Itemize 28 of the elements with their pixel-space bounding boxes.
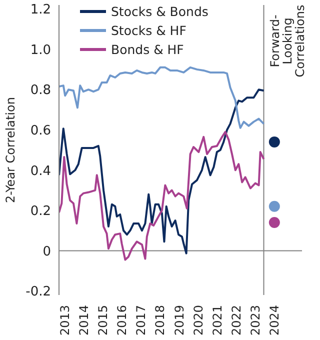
y-tick-label: 0.8 xyxy=(30,83,51,98)
y-tick-label: 0.4 xyxy=(30,164,51,179)
legend-label: Stocks & Bonds xyxy=(111,4,208,19)
x-tick-label: 2018 xyxy=(153,305,168,336)
ref-line-label: Forward-Looking Correlations xyxy=(268,4,307,78)
x-tick-label: 2013 xyxy=(58,305,72,336)
y-tick-label: 0.6 xyxy=(30,123,51,138)
x-tick-label: 2016 xyxy=(115,305,130,336)
x-tick-label: 2015 xyxy=(96,305,110,336)
x-tick-label: 2023 xyxy=(248,305,262,336)
legend-label: Bonds & HF xyxy=(111,42,184,57)
y-tick-label: 1.2 xyxy=(30,2,51,18)
legend-label: Stocks & HF xyxy=(111,23,186,38)
x-tick-label: 2024 xyxy=(267,305,282,336)
y-tick-label: 0.2 xyxy=(30,204,51,220)
line-series xyxy=(59,130,265,261)
y-axis-title: 2-Year Correlation xyxy=(3,97,18,203)
x-tick-label: 2017 xyxy=(134,305,148,336)
y-tick-label: 0 xyxy=(42,244,51,260)
y-tick-label: 1.0 xyxy=(30,42,51,58)
x-tick-label: 2021 xyxy=(210,305,224,336)
line-series xyxy=(59,66,265,129)
x-tick-label: 2019 xyxy=(172,305,186,336)
x-tick-label: 2014 xyxy=(77,305,92,336)
line-series xyxy=(59,88,265,254)
y-tick-label: -0.2 xyxy=(26,284,51,300)
x-tick-label: 2020 xyxy=(191,305,206,336)
x-tick-label: 2022 xyxy=(229,305,244,336)
